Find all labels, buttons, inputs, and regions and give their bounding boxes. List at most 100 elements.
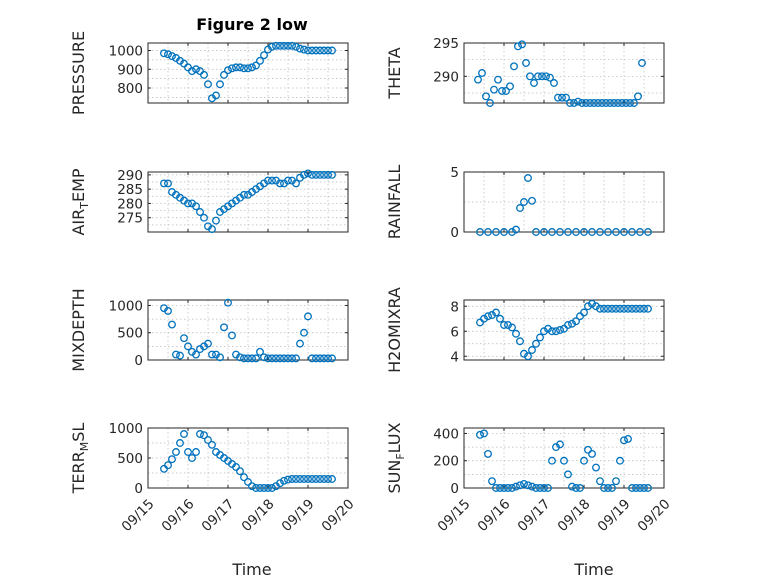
figure-title: Figure 2 low	[196, 15, 308, 34]
data-point	[320, 46, 328, 55]
data-point	[548, 327, 556, 336]
data-point	[584, 302, 592, 311]
data-point	[612, 477, 620, 486]
data-point	[596, 228, 604, 236]
data-point	[478, 69, 486, 77]
data-point	[304, 169, 312, 178]
subplot-6: 4 6 8 H2OMIXRA	[385, 287, 665, 373]
data-point	[252, 484, 260, 492]
data-point	[324, 46, 332, 55]
data-point	[604, 484, 612, 492]
data-point	[264, 484, 272, 492]
data-point	[264, 176, 272, 185]
data-point	[476, 430, 484, 439]
data-point	[268, 176, 276, 185]
data-point	[184, 448, 192, 456]
data-point	[636, 228, 644, 236]
data-point	[508, 323, 516, 332]
y-tick-label: 0	[134, 353, 143, 369]
data-point	[544, 324, 552, 333]
data-point	[324, 475, 332, 483]
data-point	[200, 431, 208, 440]
data-point	[204, 339, 212, 348]
data-point	[288, 41, 296, 50]
data-point	[224, 298, 232, 307]
data-point	[192, 65, 200, 74]
data-point	[528, 346, 536, 354]
data-point	[288, 354, 296, 363]
subplot-2: 290 295 THETA	[385, 36, 665, 107]
data-point	[496, 314, 504, 323]
data-point	[292, 179, 300, 188]
data-point	[188, 454, 196, 462]
data-point	[328, 46, 336, 55]
data-point	[556, 440, 564, 449]
x-axis-label-right: Time	[573, 560, 613, 579]
data-point	[240, 473, 248, 482]
data-point	[496, 484, 504, 492]
data-point	[476, 228, 484, 236]
data-point	[196, 208, 204, 216]
data-point	[204, 80, 212, 89]
data-point	[164, 50, 172, 59]
data-point	[574, 97, 582, 106]
data-point	[528, 196, 536, 205]
data-point	[554, 93, 562, 102]
data-point	[248, 482, 256, 491]
data-point	[590, 99, 598, 107]
y-tick-label: 500	[117, 451, 143, 467]
axes-frame	[147, 171, 349, 233]
data-point	[508, 228, 516, 236]
data-point	[216, 353, 224, 362]
data-point	[284, 41, 292, 50]
data-point	[300, 328, 308, 337]
data-point	[308, 354, 316, 363]
data-point	[184, 342, 192, 351]
y-axis-label-3: AIRTEMP	[69, 168, 91, 235]
data-point	[572, 484, 580, 492]
data-point	[260, 484, 268, 492]
y-axis-label-1: PRESSURE	[69, 31, 88, 115]
data-point	[304, 46, 312, 55]
data-point	[228, 64, 236, 73]
data-point	[532, 484, 540, 492]
axes-frame	[147, 42, 349, 104]
data-point	[240, 354, 248, 363]
data-point	[644, 484, 652, 492]
y-tick-label: 5	[450, 165, 459, 181]
data-point	[268, 354, 276, 363]
data-point	[508, 484, 516, 492]
data-point	[532, 339, 540, 348]
data-point	[608, 484, 616, 492]
y-axis-label-7: TERRMSL	[69, 423, 91, 495]
data-point	[220, 323, 228, 332]
data-point	[492, 308, 500, 317]
x-axis-label-left: Time	[231, 560, 271, 579]
data-point	[168, 320, 176, 329]
data-point	[582, 99, 590, 107]
data-point	[308, 475, 316, 483]
data-point	[500, 321, 508, 329]
data-point	[252, 354, 260, 363]
data-point	[316, 475, 324, 483]
y-tick-label: 275	[117, 211, 143, 227]
data-point	[604, 304, 612, 313]
data-point	[644, 304, 652, 313]
data-point	[280, 476, 288, 485]
data-point	[232, 63, 240, 72]
data-point	[634, 92, 642, 101]
data-point	[536, 484, 544, 492]
data-point	[232, 463, 240, 471]
data-point	[566, 99, 574, 107]
data-point	[276, 41, 284, 50]
data-point	[180, 430, 188, 438]
y-tick-label: 1000	[109, 44, 143, 60]
y-axis-label-2: THETA	[385, 47, 404, 99]
data-point	[572, 228, 580, 236]
data-point	[192, 448, 200, 456]
data-point	[300, 45, 308, 54]
data-point	[632, 304, 640, 313]
data-point	[256, 56, 264, 65]
data-point	[292, 354, 300, 363]
data-point	[584, 445, 592, 454]
